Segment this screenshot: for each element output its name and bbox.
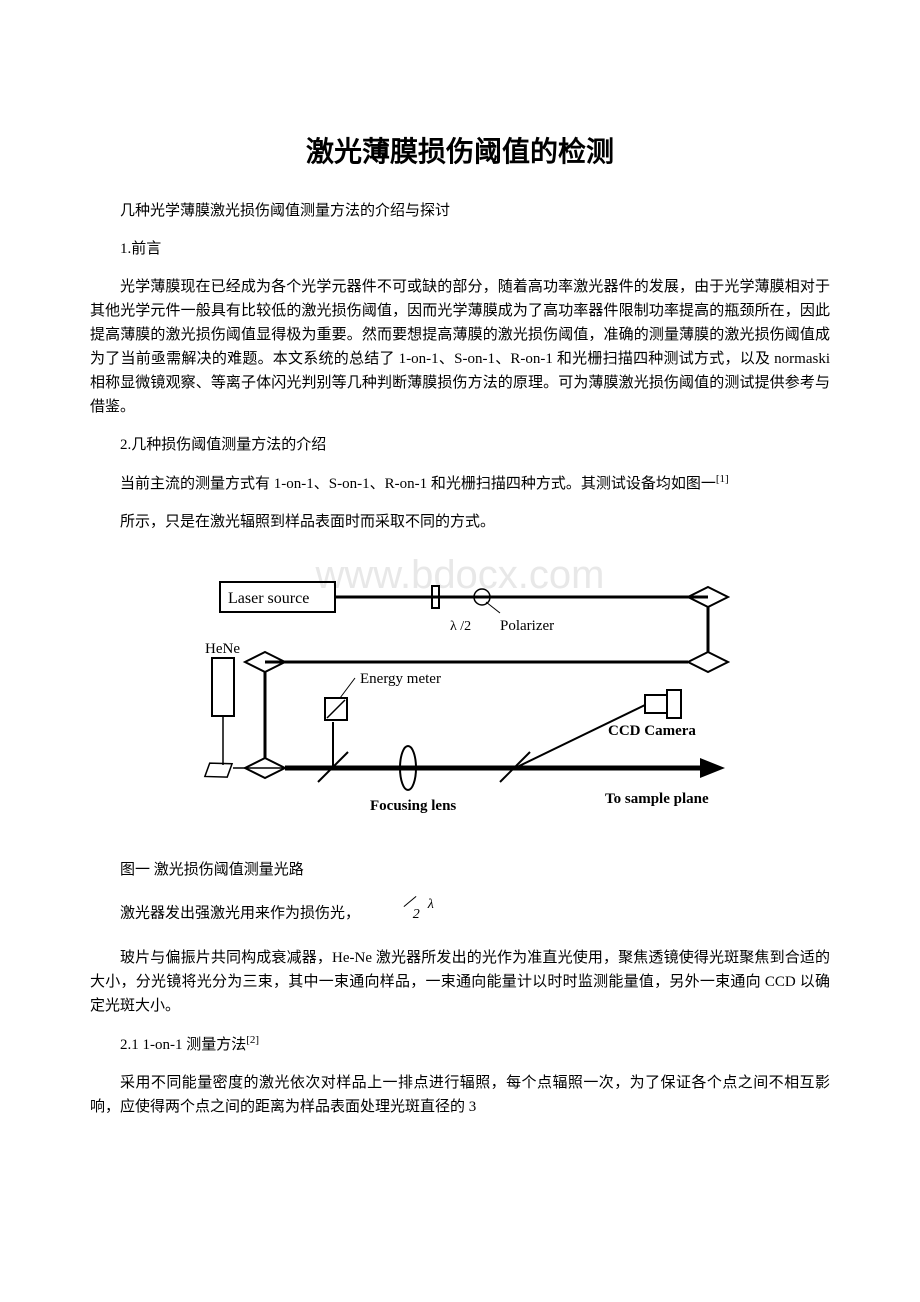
polarizer-pointer [486, 602, 500, 613]
section-2-paragraph-1: 当前主流的测量方式有 1-on-1、S-on-1、R-on-1 和光栅扫描四种方… [90, 471, 830, 496]
section-2-heading: 2.几种损伤阈值测量方法的介绍 [90, 433, 830, 457]
energy-meter-diag [327, 700, 345, 718]
section-2-1-heading: 2.1 1-on-1 测量方法[2] [90, 1032, 830, 1057]
section-2-paragraph-2: 所示，只是在激光辐照到样品表面时而采取不同的方式。 [90, 510, 830, 534]
reference-2: [2] [246, 1034, 259, 1046]
ccd-box [645, 695, 667, 713]
optical-path-diagram: www.bdocx.com Laser source λ /2 Polarize… [190, 550, 730, 830]
energy-meter-pointer [340, 678, 355, 698]
section-1-paragraph-1: 光学薄膜现在已经成为各个光学元器件不可或缺的部分，随着高功率激光器件的发展，由于… [90, 275, 830, 419]
hene-label: HeNe [205, 641, 240, 657]
reference-1: [1] [716, 473, 729, 485]
section-2-paragraph-4: 玻片与偏振片共同构成衰减器，He-Ne 激光器所发出的光作为准直光使用，聚焦透镜… [90, 946, 830, 1018]
mirror-bottom-right [688, 652, 728, 672]
mirror-bottom-left-hene [201, 755, 237, 786]
focusing-lens-label: Focusing lens [370, 798, 456, 814]
section-2-p1-text: 当前主流的测量方式有 1-on-1、S-on-1、R-on-1 和光栅扫描四种方… [120, 476, 716, 492]
section-2-paragraph-3: 激光器发出强激光用来作为损伤光， λ 2 [90, 896, 830, 932]
lambda-half-formula: λ 2 [364, 896, 424, 932]
p3-text: 激光器发出强激光用来作为损伤光， [120, 906, 360, 922]
ccd-body [667, 690, 681, 718]
section-2-1-paragraph-1: 采用不同能量密度的激光依次对样品上一排点进行辐照，每个点辐照一次，为了保证各个点… [90, 1071, 830, 1119]
lambda-half-label: λ /2 [450, 619, 471, 634]
section-2-1-heading-text: 2.1 1-on-1 测量方法 [120, 1037, 246, 1053]
section-1-heading: 1.前言 [90, 237, 830, 261]
watermark-text: www.bdocx.com [315, 553, 605, 597]
hene-box [212, 658, 234, 716]
laser-source-label: Laser source [228, 590, 309, 607]
polarizer-label: Polarizer [500, 618, 554, 634]
page-title: 激光薄膜损伤阈值的检测 [90, 130, 830, 175]
figure-1-wrapper: www.bdocx.com Laser source λ /2 Polarize… [90, 550, 830, 839]
sample-arrow-head [700, 758, 725, 778]
figure-1-caption: 图一 激光损伤阈值测量光路 [90, 858, 830, 882]
subtitle-text: 几种光学薄膜激光损伤阈值测量方法的介绍与探讨 [90, 199, 830, 223]
energy-meter-label: Energy meter [360, 671, 441, 687]
ccd-camera-label: CCD Camera [608, 723, 696, 739]
figure-1-diagram: www.bdocx.com Laser source λ /2 Polarize… [190, 550, 730, 839]
to-sample-label: To sample plane [605, 791, 709, 807]
